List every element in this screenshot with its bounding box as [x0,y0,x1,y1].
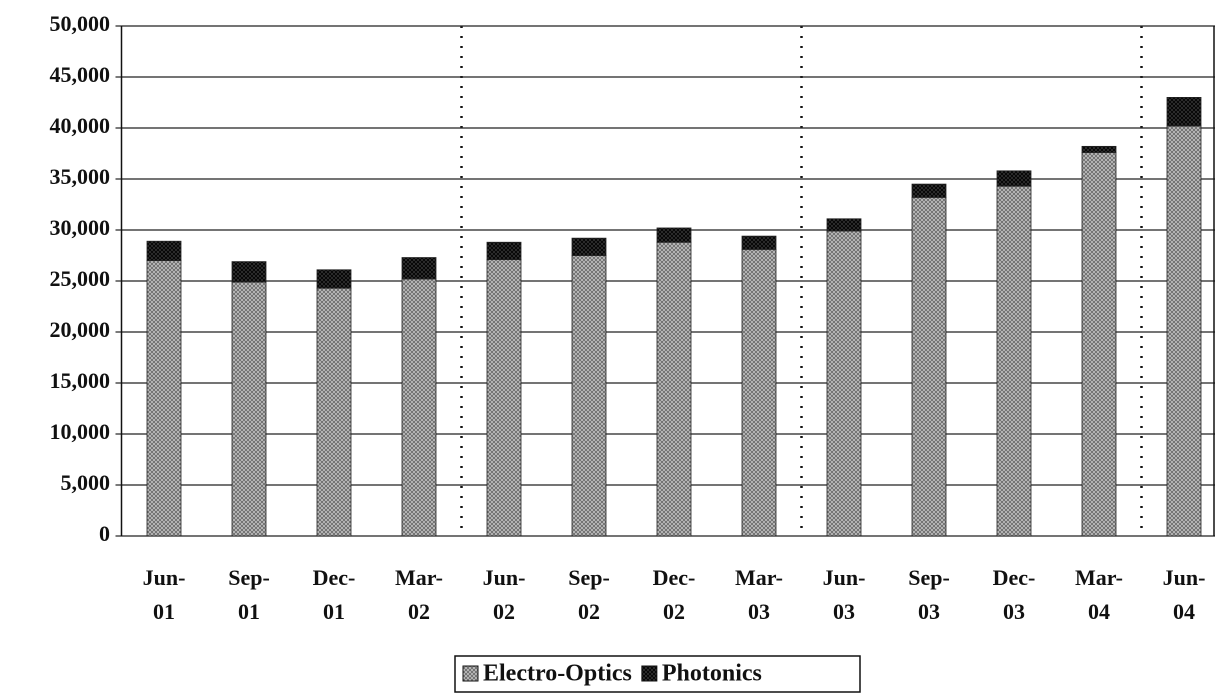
bar-segment [231,261,267,283]
x-tick-label: Jun-03 [823,565,866,624]
x-tick-label: Jun-01 [143,565,186,624]
bar-segment [911,183,947,198]
bar-segment [656,241,692,537]
x-tick-label: Mar-02 [395,565,443,624]
x-tick-label: Sep-02 [568,565,610,624]
x-tick-label: Dec-03 [993,565,1036,624]
bar-segment [656,227,692,243]
bar-segment [1166,125,1202,537]
bar-segment [316,269,352,289]
bar-segment [741,248,777,537]
bar-segment [996,170,1032,187]
x-tick-label: Jun-02 [483,565,526,624]
legend-label: Photonics [662,661,762,687]
x-tick-label: Sep-01 [228,565,270,624]
bar-segment [316,287,352,537]
x-tick-label: Dec-02 [653,565,696,624]
bar-segment [486,241,522,260]
bar-segment [996,185,1032,537]
y-tick-label: 20,000 [50,317,111,342]
bar-segment [486,259,522,537]
legend-swatch [641,665,658,682]
bar-segment [146,240,182,262]
bar-segment [1081,145,1117,153]
x-tick-label: Sep-03 [908,565,950,624]
bar-segment [571,237,607,256]
bar-segment [401,278,437,537]
x-tick-label: Mar-03 [735,565,783,624]
legend-swatch [462,665,479,682]
bar-segment [401,257,437,280]
y-tick-label: 35,000 [50,164,111,189]
y-tick-label: 15,000 [50,368,111,393]
y-tick-label: 40,000 [50,113,111,138]
y-tick-label: 50,000 [50,11,111,36]
y-tick-label: 25,000 [50,266,111,291]
y-tick-label: 5,000 [61,470,111,495]
bar-segment [231,281,267,537]
bar-segment [1166,97,1202,127]
x-tick-label: Dec-01 [313,565,356,624]
y-tick-label: 30,000 [50,215,111,240]
x-tick-label: Mar-04 [1075,565,1123,624]
bar-segment [1081,152,1117,537]
y-tick-label: 45,000 [50,62,111,87]
legend-box [454,655,861,693]
legend-label: Electro-Optics [483,661,632,687]
x-tick-label: Jun-04 [1163,565,1206,624]
bar-segment [571,255,607,537]
bar-segment [826,218,862,232]
bar-segment [826,230,862,537]
bar-segment [146,260,182,537]
bar-segment [911,196,947,537]
bar-segment [741,235,777,250]
y-tick-label: 10,000 [50,419,111,444]
y-tick-label: 0 [99,521,110,546]
